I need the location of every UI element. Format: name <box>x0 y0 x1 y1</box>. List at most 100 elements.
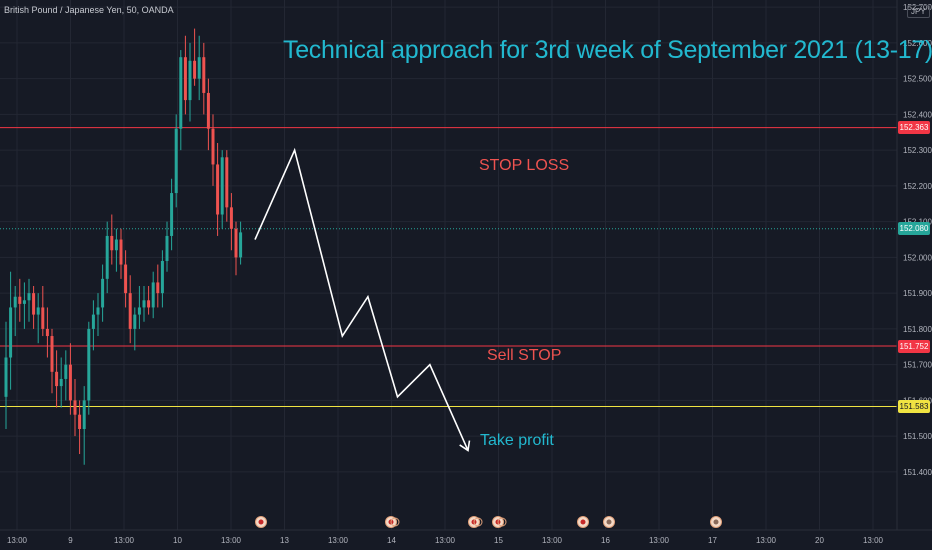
candle-body[interactable] <box>170 193 174 236</box>
sell-stop-price-tag: 151.752 <box>898 339 930 353</box>
candle-body[interactable] <box>22 300 26 304</box>
event-marker-ring <box>497 517 507 527</box>
x-tick-label: 13:00 <box>756 536 777 545</box>
candle-body[interactable] <box>124 264 128 294</box>
arrow-head-icon <box>459 440 471 452</box>
chart-title: Technical approach for 3rd week of Septe… <box>283 36 932 64</box>
candle-body[interactable] <box>183 57 187 101</box>
candle-body[interactable] <box>202 57 206 93</box>
event-marker-dot <box>606 519 612 525</box>
candle-body[interactable] <box>82 400 86 429</box>
y-tick-label: 151.700 <box>903 361 932 370</box>
candle-body[interactable] <box>96 307 100 315</box>
y-tick-label: 152.500 <box>903 75 932 84</box>
stop-loss-price-tag: 152.363 <box>898 121 930 135</box>
candle-body[interactable] <box>41 307 45 329</box>
event-marker-ring <box>473 517 483 527</box>
candle-body[interactable] <box>128 293 132 329</box>
event-markers[interactable] <box>255 516 722 528</box>
candle-body[interactable] <box>32 293 36 315</box>
candle-body[interactable] <box>216 164 220 215</box>
grid <box>0 0 897 530</box>
candle-body[interactable] <box>27 293 31 301</box>
candle-body[interactable] <box>197 57 201 79</box>
x-axis[interactable]: 13:00 9 13:00 10 13:00 13 13:00 14 13:00 15 13:00 1… <box>0 529 932 545</box>
y-tick-label: 152.100 <box>903 218 932 227</box>
x-tick-label: 13:00 <box>863 536 884 545</box>
candle-body[interactable] <box>18 296 22 304</box>
candle-body[interactable] <box>91 314 95 329</box>
stop-loss-label: STOP LOSS <box>479 157 570 174</box>
candle-body[interactable] <box>105 235 109 279</box>
candle-body[interactable] <box>110 235 114 251</box>
candle-body[interactable] <box>13 296 17 308</box>
candle-body[interactable] <box>147 300 151 308</box>
x-tick-label: 13:00 <box>435 536 456 545</box>
y-axis[interactable]: 151.400151.500151.600151.700151.800151.9… <box>896 0 932 530</box>
candle-body[interactable] <box>101 278 105 308</box>
currency-badge[interactable]: JPY <box>907 5 930 18</box>
y-tick-label: 152.600 <box>903 39 932 48</box>
candle-body[interactable] <box>78 414 82 429</box>
candle-body[interactable] <box>55 371 59 387</box>
event-marker-icon[interactable] <box>255 516 267 528</box>
candle-body[interactable] <box>179 57 183 129</box>
candle-body[interactable] <box>133 314 137 329</box>
candle-body[interactable] <box>160 260 164 294</box>
event-marker-ring <box>390 517 400 527</box>
candle-body[interactable] <box>9 307 13 358</box>
event-marker-icon[interactable] <box>577 516 589 528</box>
event-marker-icon[interactable] <box>710 516 722 528</box>
y-tick-label: 152.300 <box>903 146 932 155</box>
event-marker-icon[interactable] <box>603 516 615 528</box>
x-tick-label: 16 <box>601 536 610 545</box>
projection-path[interactable] <box>254 147 471 452</box>
candle-body[interactable] <box>206 92 210 129</box>
candle-body[interactable] <box>45 328 49 337</box>
x-tick-label: 13:00 <box>328 536 349 545</box>
candle-body[interactable] <box>188 60 192 101</box>
candle-body[interactable] <box>229 207 233 229</box>
candle-body[interactable] <box>220 157 224 215</box>
candle-body[interactable] <box>114 239 118 251</box>
y-tick-label: 151.800 <box>903 325 932 334</box>
candle-body[interactable] <box>142 300 146 308</box>
candle-body[interactable] <box>151 282 155 308</box>
candle-body[interactable] <box>234 228 238 258</box>
candle-body[interactable] <box>73 400 77 415</box>
candles[interactable] <box>4 28 243 465</box>
event-marker-icon[interactable] <box>385 516 397 528</box>
candle-body[interactable] <box>137 307 141 315</box>
candle-body[interactable] <box>87 328 91 401</box>
candle-body[interactable] <box>239 232 243 258</box>
event-marker-dot <box>580 519 586 525</box>
symbol-label: British Pound / Japanese Yen, 50, OANDA <box>4 5 174 15</box>
candle-body[interactable] <box>174 128 178 194</box>
x-tick-label: 14 <box>387 536 396 545</box>
candle-body[interactable] <box>165 235 169 261</box>
candle-body[interactable] <box>36 307 40 315</box>
x-tick-label: 9 <box>68 536 73 545</box>
x-tick-label: 13 <box>280 536 289 545</box>
x-tick-label: 10 <box>173 536 182 545</box>
candle-body[interactable] <box>119 239 123 265</box>
candle-body[interactable] <box>50 336 54 372</box>
sell-stop-label: Sell STOP <box>487 347 562 364</box>
candle-body[interactable] <box>4 357 8 397</box>
candle-body[interactable] <box>59 378 63 387</box>
y-tick-label: 151.500 <box>903 432 932 441</box>
y-tick-label: 152.000 <box>903 253 932 262</box>
take-profit-price-tag: 151.583 <box>898 399 930 413</box>
take-profit-label: Take profit <box>480 432 554 449</box>
candle-body[interactable] <box>156 282 160 294</box>
candle-body[interactable] <box>193 60 197 79</box>
x-tick-label: 13:00 <box>542 536 563 545</box>
candle-body[interactable] <box>211 128 215 165</box>
x-tick-label: 15 <box>494 536 503 545</box>
candle-body[interactable] <box>68 364 72 401</box>
candle-body[interactable] <box>225 157 229 208</box>
event-marker-dot <box>258 519 264 525</box>
projection-line[interactable] <box>254 147 469 451</box>
candle-body[interactable] <box>64 364 68 379</box>
